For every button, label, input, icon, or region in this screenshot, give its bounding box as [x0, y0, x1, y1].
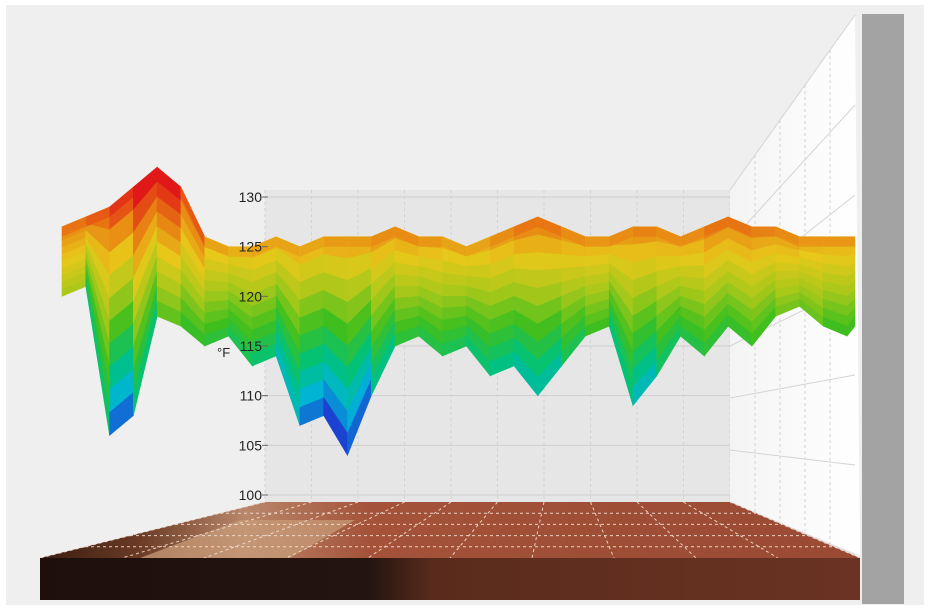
surface-ridge-15 [418, 236, 443, 247]
surface-ridge-26 [680, 226, 705, 247]
surface-ridge-9 [276, 236, 300, 257]
temperature-surface [61, 166, 856, 457]
surface-ridge-0 [62, 216, 86, 237]
surface-patch-33-9 [846, 316, 856, 337]
surface-ridge-5 [180, 187, 205, 247]
surface-ridge-6 [204, 236, 229, 257]
surface-ridge-4 [157, 167, 181, 198]
surface-ridge-18 [490, 226, 515, 247]
surface-patch-16-4 [442, 284, 467, 297]
z-axis: 100 105 110 115 120 125 130 [239, 189, 268, 503]
z-axis-unit-label: °F [217, 345, 230, 360]
z-tick-label-115: 115 [240, 338, 263, 354]
surface-ridge-22 [585, 236, 610, 247]
floor-gridline-a-7 [590, 501, 615, 559]
surface-ridge-32 [823, 236, 848, 247]
right-gridline-h-5 [729, 449, 856, 466]
surface-ridge-20 [537, 216, 562, 237]
surface-patch-6-4 [204, 280, 229, 292]
surface-patch-17-2 [466, 264, 491, 279]
z-tick-label-105: 105 [239, 437, 263, 453]
surface-ridge-17 [466, 236, 491, 257]
surface-ridge-14 [395, 226, 419, 247]
floor-grid [39, 501, 861, 559]
z-tick-label-120: 120 [239, 288, 263, 304]
floor-front-edge [40, 558, 860, 600]
z-tick-label-110: 110 [240, 388, 263, 404]
floor-gridline-a-1 [121, 501, 312, 559]
z-tick-label-125: 125 [239, 239, 263, 255]
surface-ridge-27 [704, 216, 729, 237]
right-gridline-h-1 [729, 104, 856, 243]
surface-ridge-33 [847, 236, 855, 247]
z-tick-label-130: 130 [239, 189, 263, 205]
surface-ridge-16 [442, 236, 467, 257]
surface-patch-19-2 [513, 252, 539, 271]
right-gridline-h-0 [729, 14, 856, 191]
floor-gridline-a-4 [367, 501, 452, 559]
surface-ridge-30 [775, 226, 800, 247]
surface-ridge-28 [728, 216, 752, 237]
surface-patch-21-2 [561, 254, 586, 269]
surface-ridge-3 [133, 167, 158, 198]
surface-ridge-24 [632, 226, 657, 237]
side-bar [862, 14, 904, 604]
surface-ridge-10 [299, 236, 324, 257]
surface-patch-20-2 [537, 252, 562, 271]
right-gridline-h-4 [729, 374, 856, 399]
surface-ridge-31 [799, 236, 824, 247]
surface-ridge-1 [85, 206, 110, 227]
surface-ridge-7 [228, 246, 253, 257]
surface-ridge-23 [609, 226, 633, 247]
floor-gridline-a-8 [636, 501, 697, 559]
surface-ridge-25 [656, 226, 681, 247]
surface-ridge-29 [751, 226, 776, 237]
z-tick-label-100: 100 [239, 487, 263, 503]
surface-patch-14-4 [394, 274, 420, 287]
surface-ridge-2 [109, 187, 134, 217]
floor-gridline-a-9 [683, 501, 779, 559]
floor-gridline-a-0 [39, 501, 266, 559]
floor-gridline-a-5 [449, 501, 498, 559]
surface-ridge-11 [323, 236, 348, 247]
surface-ridge-19 [514, 216, 538, 237]
floor-light-patch [140, 520, 355, 558]
floor-gridline-a-3 [285, 501, 405, 559]
surface-ridge-13 [371, 226, 396, 247]
surface-ridge-12 [347, 236, 372, 247]
surface-ridge-21 [561, 226, 586, 247]
